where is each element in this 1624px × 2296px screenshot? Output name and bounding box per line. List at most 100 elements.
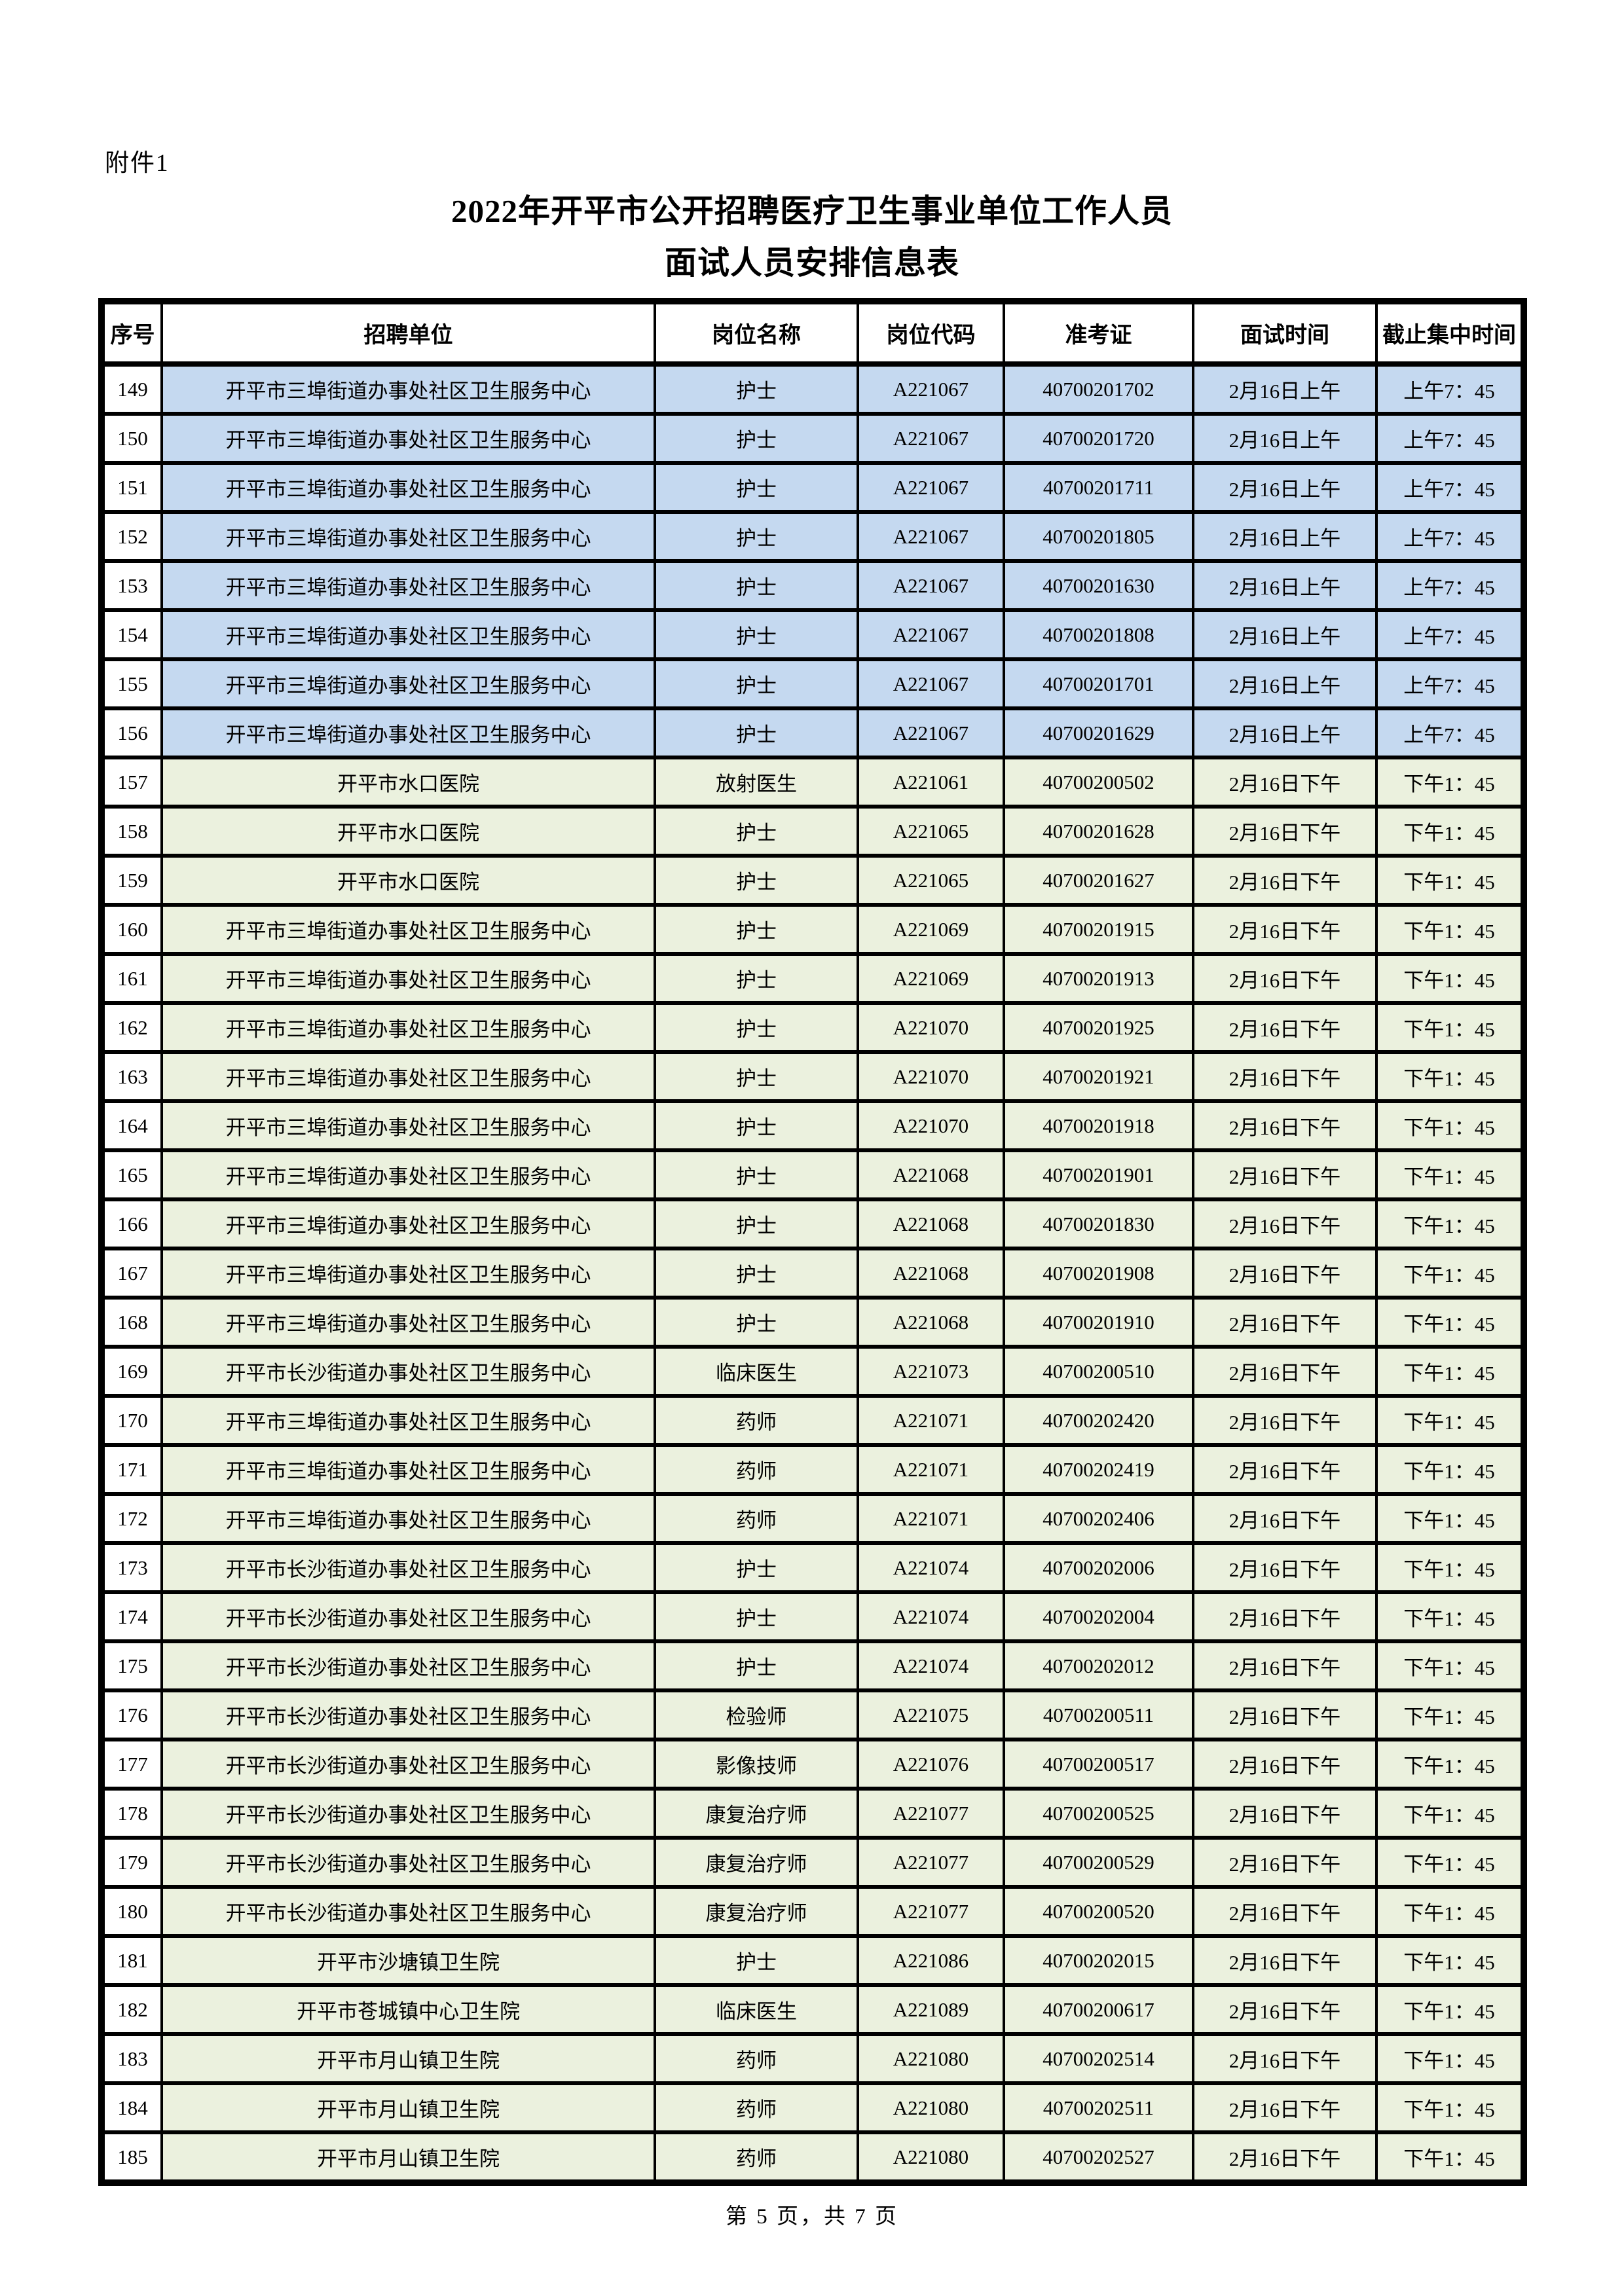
ticket-cell: 40700201913 — [1003, 952, 1194, 1005]
position-cell: 药师 — [654, 2081, 859, 2134]
row-number-cell: 162 — [100, 1001, 163, 1054]
unit-cell: 开平市三埠街道办事处社区卫生服务中心 — [160, 1050, 656, 1103]
column-header-code: 岗位代码 — [857, 299, 1005, 367]
position-cell: 护士 — [654, 854, 859, 907]
deadline-cell: 下午1：45 — [1375, 1050, 1525, 1103]
position-cell: 护士 — [654, 412, 859, 465]
code-cell: A221074 — [857, 1541, 1005, 1594]
table-row: 149 开平市三埠街道办事处社区卫生服务中心 护士 A221067 407002… — [100, 362, 1525, 416]
unit-cell: 开平市三埠街道办事处社区卫生服务中心 — [160, 510, 656, 563]
time-cell: 2月16日下午 — [1192, 1296, 1378, 1349]
ticket-cell: 40700202015 — [1003, 1934, 1194, 1987]
ticket-cell: 40700200529 — [1003, 1836, 1194, 1889]
deadline-cell: 下午1：45 — [1375, 2081, 1525, 2134]
code-cell: A221065 — [857, 854, 1005, 907]
code-cell: A221065 — [857, 805, 1005, 858]
row-number-cell: 181 — [100, 1934, 163, 1987]
time-cell: 2月16日下午 — [1192, 1639, 1378, 1692]
table-row: 165 开平市三埠街道办事处社区卫生服务中心 护士 A221068 407002… — [100, 1148, 1525, 1201]
time-cell: 2月16日下午 — [1192, 1541, 1378, 1594]
attachment-label: 附件1 — [105, 150, 170, 177]
deadline-cell: 下午1：45 — [1375, 1885, 1525, 1938]
unit-cell: 开平市三埠街道办事处社区卫生服务中心 — [160, 952, 656, 1005]
ticket-cell: 40700202006 — [1003, 1541, 1194, 1594]
position-cell: 护士 — [654, 1247, 859, 1300]
unit-cell: 开平市三埠街道办事处社区卫生服务中心 — [160, 1296, 656, 1349]
time-cell: 2月16日下午 — [1192, 1836, 1378, 1889]
ticket-cell: 40700201808 — [1003, 608, 1194, 661]
position-cell: 康复治疗师 — [654, 1836, 859, 1889]
ticket-cell: 40700201630 — [1003, 559, 1194, 612]
table-row: 154 开平市三埠街道办事处社区卫生服务中心 护士 A221067 407002… — [100, 608, 1525, 661]
deadline-cell: 下午1：45 — [1375, 1590, 1525, 1643]
position-cell: 药师 — [654, 1443, 859, 1496]
position-cell: 康复治疗师 — [654, 1885, 859, 1938]
time-cell: 2月16日上午 — [1192, 362, 1378, 416]
code-cell: A221071 — [857, 1394, 1005, 1447]
ticket-cell: 40700201805 — [1003, 510, 1194, 563]
time-cell: 2月16日上午 — [1192, 608, 1378, 661]
ticket-cell: 40700201702 — [1003, 362, 1194, 416]
table-row: 170 开平市三埠街道办事处社区卫生服务中心 药师 A221071 407002… — [100, 1394, 1525, 1447]
table-row: 157 开平市水口医院 放射医生 A221061 40700200502 2月1… — [100, 756, 1525, 809]
table-row: 179 开平市长沙街道办事处社区卫生服务中心 康复治疗师 A221077 407… — [100, 1836, 1525, 1889]
ticket-cell: 40700202527 — [1003, 2130, 1194, 2185]
deadline-cell: 下午1：45 — [1375, 1738, 1525, 1791]
code-cell: A221067 — [857, 608, 1005, 661]
unit-cell: 开平市长沙街道办事处社区卫生服务中心 — [160, 1345, 656, 1398]
row-number-cell: 184 — [100, 2081, 163, 2134]
ticket-cell: 40700201629 — [1003, 706, 1194, 759]
unit-cell: 开平市三埠街道办事处社区卫生服务中心 — [160, 1099, 656, 1152]
deadline-cell: 下午1：45 — [1375, 1247, 1525, 1300]
row-number-cell: 178 — [100, 1787, 163, 1840]
position-cell: 药师 — [654, 1492, 859, 1545]
time-cell: 2月16日下午 — [1192, 1345, 1378, 1398]
code-cell: A221068 — [857, 1296, 1005, 1349]
position-cell: 康复治疗师 — [654, 1787, 859, 1840]
unit-cell: 开平市三埠街道办事处社区卫生服务中心 — [160, 412, 656, 465]
unit-cell: 开平市月山镇卫生院 — [160, 2081, 656, 2134]
row-number-cell: 154 — [100, 608, 163, 661]
deadline-cell: 下午1：45 — [1375, 1983, 1525, 2036]
unit-cell: 开平市三埠街道办事处社区卫生服务中心 — [160, 1148, 656, 1201]
row-number-cell: 152 — [100, 510, 163, 563]
time-cell: 2月16日下午 — [1192, 1885, 1378, 1938]
ticket-cell: 40700202004 — [1003, 1590, 1194, 1643]
unit-cell: 开平市三埠街道办事处社区卫生服务中心 — [160, 1394, 656, 1447]
row-number-cell: 165 — [100, 1148, 163, 1201]
position-cell: 药师 — [654, 2032, 859, 2085]
unit-cell: 开平市长沙街道办事处社区卫生服务中心 — [160, 1885, 656, 1938]
row-number-cell: 183 — [100, 2032, 163, 2085]
ticket-cell: 40700201918 — [1003, 1099, 1194, 1152]
position-cell: 护士 — [654, 608, 859, 661]
code-cell: A221077 — [857, 1885, 1005, 1938]
position-cell: 护士 — [654, 1197, 859, 1250]
time-cell: 2月16日下午 — [1192, 1050, 1378, 1103]
position-cell: 护士 — [654, 805, 859, 858]
unit-cell: 开平市三埠街道办事处社区卫生服务中心 — [160, 362, 656, 416]
unit-cell: 开平市长沙街道办事处社区卫生服务中心 — [160, 1639, 656, 1692]
row-number-cell: 175 — [100, 1639, 163, 1692]
code-cell: A221070 — [857, 1050, 1005, 1103]
time-cell: 2月16日上午 — [1192, 461, 1378, 514]
code-cell: A221073 — [857, 1345, 1005, 1398]
unit-cell: 开平市沙塘镇卫生院 — [160, 1934, 656, 1987]
ticket-cell: 40700201830 — [1003, 1197, 1194, 1250]
code-cell: A221067 — [857, 461, 1005, 514]
time-cell: 2月16日下午 — [1192, 2081, 1378, 2134]
row-number-cell: 156 — [100, 706, 163, 759]
deadline-cell: 下午1：45 — [1375, 1001, 1525, 1054]
deadline-cell: 上午7：45 — [1375, 559, 1525, 612]
row-number-cell: 172 — [100, 1492, 163, 1545]
unit-cell: 开平市长沙街道办事处社区卫生服务中心 — [160, 1738, 656, 1791]
time-cell: 2月16日下午 — [1192, 1394, 1378, 1447]
row-number-cell: 185 — [100, 2130, 163, 2185]
row-number-cell: 158 — [100, 805, 163, 858]
ticket-cell: 40700201915 — [1003, 903, 1194, 956]
position-cell: 护士 — [654, 362, 859, 416]
ticket-cell: 40700200617 — [1003, 1983, 1194, 2036]
time-cell: 2月16日下午 — [1192, 2130, 1378, 2185]
table-row: 182 开平市苍城镇中心卫生院 临床医生 A221089 40700200617… — [100, 1983, 1525, 2036]
ticket-cell: 40700201627 — [1003, 854, 1194, 907]
table-row: 173 开平市长沙街道办事处社区卫生服务中心 护士 A221074 407002… — [100, 1541, 1525, 1594]
